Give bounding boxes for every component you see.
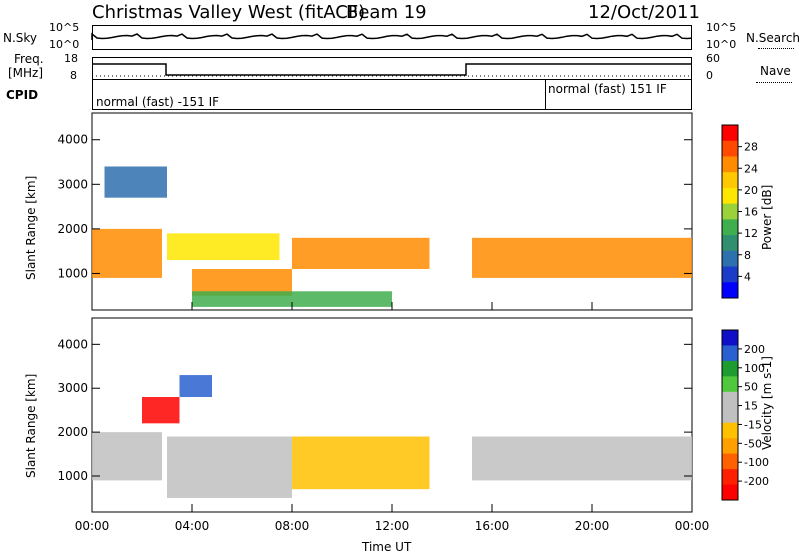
velocity-colorbar-segment <box>722 453 738 470</box>
freq-right-tick-top: 60 <box>706 52 720 65</box>
power-ytick-label: 1000 <box>57 266 88 280</box>
freq-left-tick-bottom: 8 <box>70 69 77 82</box>
power-colorbar-tick-label: 8 <box>744 249 751 262</box>
beam-label: Beam 19 <box>346 2 427 23</box>
freq-label-2: [MHz] <box>8 66 44 80</box>
power-colorbar-label: Power [dB] <box>760 184 774 250</box>
noise-left-label: N.Sky <box>3 31 38 45</box>
power-feature <box>472 237 692 278</box>
noise-right-tick-bottom: 10^0 <box>706 38 737 51</box>
x-tick-label: 00:00 <box>75 519 110 533</box>
power-feature <box>192 291 392 307</box>
noise-left-tick-top: 10^5 <box>49 21 80 34</box>
power-ytick-label: 4000 <box>57 133 88 147</box>
power-colorbar-tick-label: 20 <box>744 184 758 197</box>
velocity-ytick-label: 3000 <box>57 381 88 395</box>
velocity-feature <box>142 397 180 424</box>
velocity-colorbar-frame <box>721 329 739 501</box>
power-colorbar-segment <box>722 203 738 220</box>
velocity-colorbar-segment <box>722 345 738 362</box>
velocity-colorbar-tick-label: 200 <box>744 343 765 356</box>
power-colorbar-segment <box>722 156 738 173</box>
power-panel-frame <box>91 112 693 311</box>
x-axis-label: Time UT <box>362 540 412 554</box>
power-colorbar-segment <box>722 250 738 268</box>
velocity-colorbar-segment <box>722 469 738 486</box>
velocity-colorbar-tick-label: 50 <box>744 381 758 394</box>
cpid-segment-2: normal (fast) 151 IF <box>548 82 667 96</box>
velocity-ytick-label: 2000 <box>57 425 88 439</box>
freq-right-tick-bottom: 0 <box>706 69 713 82</box>
power-colorbar-tick-label: 28 <box>744 141 758 154</box>
radar-title: Christmas Valley West (fitACF) <box>92 2 366 23</box>
power-colorbar-segment <box>722 172 738 189</box>
power-colorbar-segment <box>722 125 738 142</box>
velocity-ytick-label: 1000 <box>57 469 88 483</box>
velocity-colorbar-tick-label: 100 <box>744 362 765 375</box>
velocity-colorbar-segment <box>722 330 738 346</box>
power-colorbar-segment <box>722 187 738 205</box>
freq-panel <box>92 57 692 80</box>
power-colorbar-segment <box>722 219 738 236</box>
velocity-colorbar-segment <box>722 422 738 439</box>
noise-left-tick-bottom: 10^0 <box>49 38 80 51</box>
x-tick-label: 08:00 <box>275 519 310 533</box>
noise-right-legend-line <box>758 48 794 49</box>
cpid-segment-1: normal (fast) -151 IF <box>96 95 220 109</box>
cpid-label: CPID <box>6 88 39 102</box>
x-tick-label: 20:00 <box>575 519 610 533</box>
velocity-feature <box>167 436 292 498</box>
nave-label: Nave <box>760 64 791 78</box>
power-feature <box>104 166 167 198</box>
velocity-feature <box>292 436 430 490</box>
x-tick-label: 00:00 <box>675 519 710 533</box>
velocity-colorbar-tick-label: 15 <box>744 400 758 413</box>
power-colorbar-segment <box>722 140 738 157</box>
nave-legend-line <box>756 82 792 83</box>
velocity-colorbar-label: Velocity [m s-1] <box>760 356 774 450</box>
cpid-panel <box>92 80 692 110</box>
power-colorbar-tick-label: 24 <box>744 162 758 175</box>
power-colorbar-segment <box>722 235 738 252</box>
power-colorbar-segment <box>722 282 738 299</box>
cpid-divider <box>545 80 546 110</box>
velocity-colorbar-segment <box>722 391 738 408</box>
power-feature <box>292 237 430 269</box>
velocity-feature <box>92 432 162 481</box>
velocity-colorbar-tick-label: -50 <box>744 437 762 450</box>
freq-label-1: Freq. <box>14 52 44 66</box>
x-tick-label: 04:00 <box>175 519 210 533</box>
velocity-colorbar-segment <box>722 438 738 455</box>
velocity-colorbar-segment <box>722 360 738 377</box>
power-colorbar-segment <box>722 266 738 283</box>
velocity-ylabel: Slant Range [km] <box>24 373 38 478</box>
noise-trace <box>91 32 693 40</box>
velocity-colorbar-segment <box>722 376 738 393</box>
date-label: 12/Oct/2011 <box>588 2 700 23</box>
power-feature <box>92 228 162 278</box>
power-colorbar-tick-label: 16 <box>744 206 758 219</box>
freq-trace <box>92 63 692 76</box>
velocity-colorbar-tick-label: -200 <box>744 475 769 488</box>
freq-left-tick-top: 18 <box>64 52 78 65</box>
power-ytick-label: 3000 <box>57 177 88 191</box>
velocity-feature <box>472 436 692 481</box>
power-ytick-label: 2000 <box>57 222 88 236</box>
velocity-colorbar-segment <box>722 407 738 424</box>
noise-right-label: N.Search <box>746 31 800 45</box>
power-ylabel: Slant Range [km] <box>24 175 38 280</box>
velocity-colorbar-tick-label: -100 <box>744 456 769 469</box>
velocity-ytick-label: 4000 <box>57 337 88 351</box>
velocity-colorbar-segment <box>722 484 738 501</box>
x-tick-label: 16:00 <box>475 519 510 533</box>
noise-right-tick-top: 10^5 <box>706 21 737 34</box>
power-colorbar-tick-label: 12 <box>744 227 758 240</box>
power-colorbar-tick-label: 4 <box>744 270 751 283</box>
power-feature <box>167 233 280 261</box>
x-tick-label: 12:00 <box>375 519 410 533</box>
velocity-feature <box>179 375 212 398</box>
velocity-colorbar-tick-label: -15 <box>744 418 762 431</box>
